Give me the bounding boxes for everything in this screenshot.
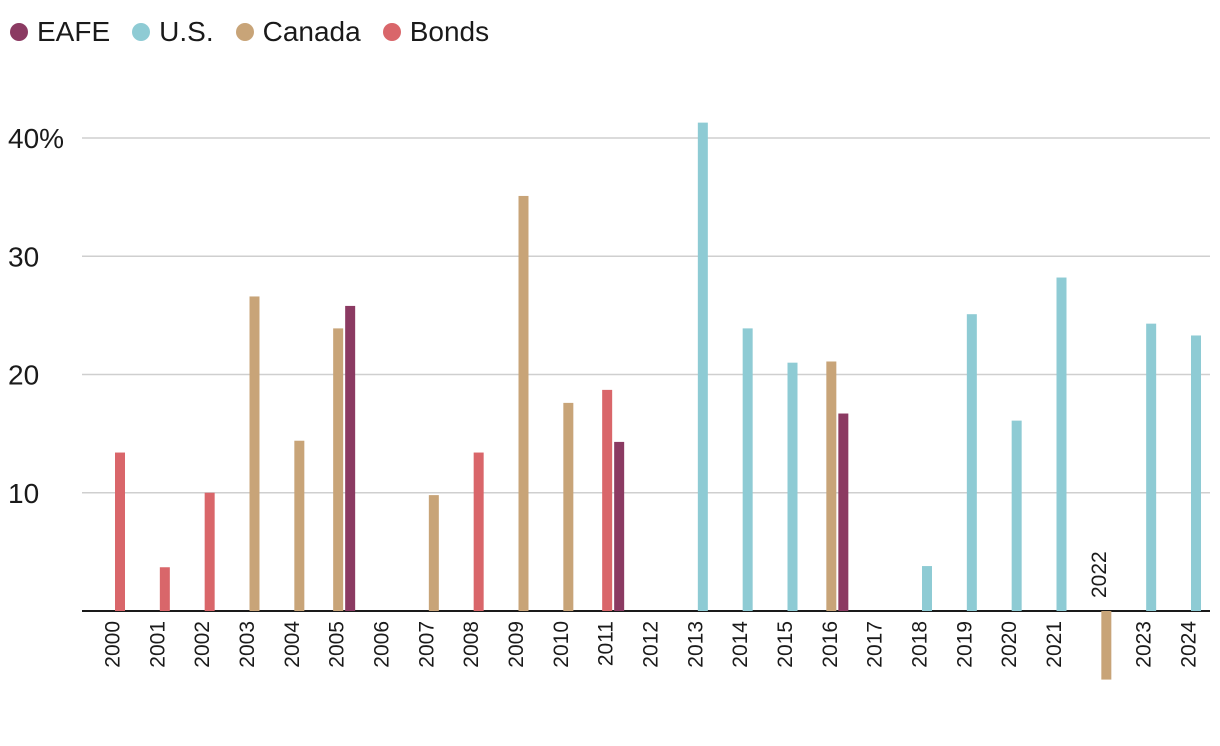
bar-eafe <box>838 413 849 611</box>
legend-dot-icon <box>382 23 401 41</box>
legend-label: Bonds <box>409 16 490 47</box>
bar-us <box>1146 323 1157 611</box>
x-tick-label: 2005 <box>326 621 349 668</box>
x-tick-label: 2009 <box>505 621 528 668</box>
x-tick-label: 2022 <box>1088 551 1111 598</box>
bar-canada <box>333 328 344 611</box>
bar-us <box>1056 277 1067 611</box>
legend-label: Canada <box>262 16 361 47</box>
y-tick-label: 40% <box>8 123 64 154</box>
x-tick-label: 2010 <box>550 621 573 668</box>
y-tick-label: 10 <box>8 478 39 509</box>
bar-bonds <box>602 389 613 611</box>
x-tick-label: 2020 <box>998 621 1021 668</box>
bar-bonds <box>159 567 170 611</box>
bar-us <box>787 362 798 611</box>
x-tick-label: 2014 <box>729 621 752 668</box>
bar-canada <box>1101 611 1112 680</box>
bar-bonds <box>204 492 215 611</box>
bar-canada <box>826 361 837 611</box>
bar-us <box>742 328 753 611</box>
bar-bonds <box>473 452 484 611</box>
bar-canada <box>563 402 574 611</box>
x-tick-label: 2003 <box>236 621 259 668</box>
x-tick-label: 2021 <box>1043 621 1066 668</box>
bar-bonds <box>115 452 125 611</box>
bar-us <box>922 566 932 611</box>
x-tick-label: 2007 <box>415 621 438 668</box>
x-tick-label: 2016 <box>819 621 842 668</box>
bar-canada <box>249 296 260 611</box>
x-tick-label: 2002 <box>191 621 214 668</box>
x-tick-label: 2023 <box>1133 621 1156 668</box>
y-tick-label: 20 <box>8 360 39 391</box>
x-tick-label: 2004 <box>281 621 304 668</box>
x-tick-label: 2013 <box>684 621 707 668</box>
y-tick-label: 30 <box>8 241 39 272</box>
legend-dot-icon <box>10 23 28 41</box>
bar-us <box>697 122 708 611</box>
x-tick-label: 2017 <box>864 621 887 668</box>
x-tick-label: 2000 <box>102 621 125 668</box>
x-tick-label: 2018 <box>909 621 932 668</box>
x-tick-label: 2008 <box>460 621 483 668</box>
x-tick-label: 2015 <box>774 621 797 668</box>
x-tick-label: 2001 <box>146 621 169 668</box>
legend-item: U.S. <box>132 16 214 48</box>
bar-eafe <box>614 441 625 611</box>
legend-label: EAFE <box>37 16 111 47</box>
bar-canada <box>428 495 439 611</box>
bar-us <box>966 314 977 611</box>
legend-dot-icon <box>235 23 254 41</box>
x-tick-label: 2024 <box>1178 621 1201 668</box>
bar-eafe <box>345 305 356 611</box>
x-tick-label: 2012 <box>640 621 663 668</box>
legend-label: U.S. <box>159 16 214 47</box>
x-tick-label: 2011 <box>595 621 618 666</box>
legend-item: EAFE <box>10 16 110 48</box>
bar-canada <box>294 440 305 611</box>
legend-item: Bonds <box>382 16 490 48</box>
bar-us <box>1011 420 1022 611</box>
bar-canada <box>518 195 529 611</box>
bar-us <box>1191 335 1201 611</box>
legend: EAFE U.S. Canada Bonds <box>10 16 489 48</box>
legend-item: Canada <box>235 16 361 48</box>
legend-dot-icon <box>132 23 151 41</box>
x-tick-label: 2006 <box>371 621 394 668</box>
x-tick-label: 2019 <box>953 621 976 668</box>
